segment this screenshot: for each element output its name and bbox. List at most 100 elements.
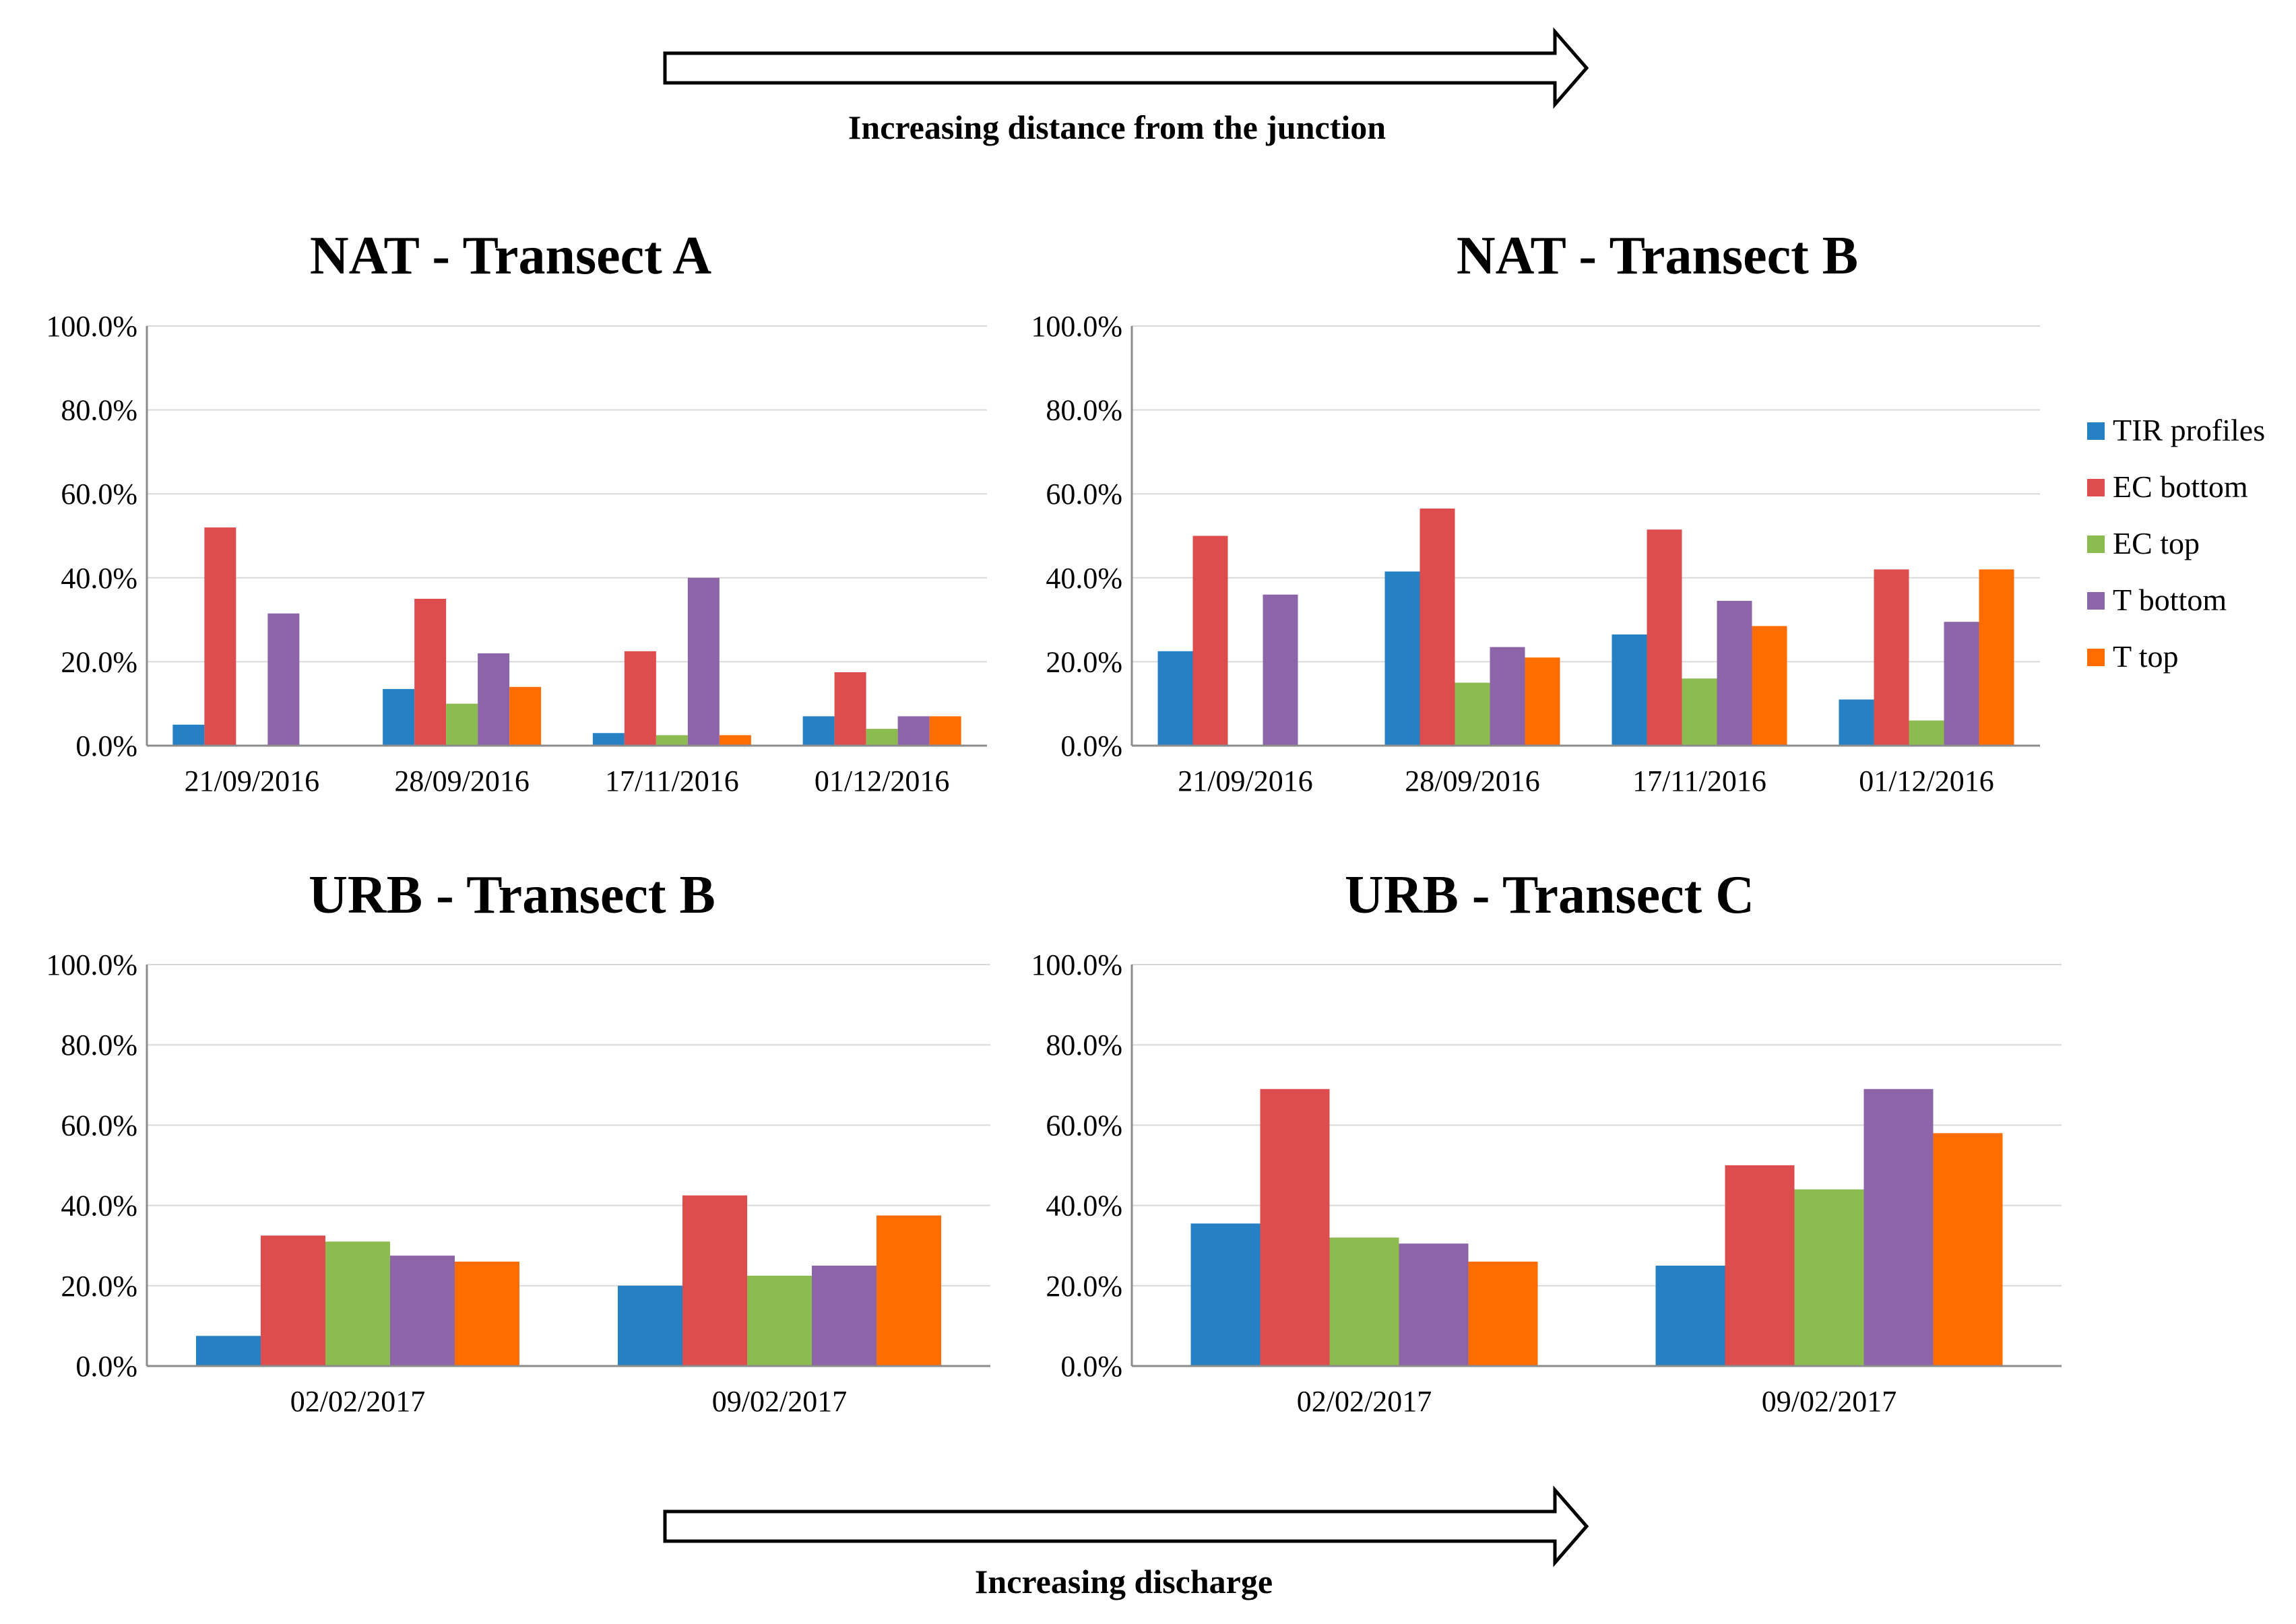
top-arrow: Increasing distance from the junction [663, 27, 1589, 146]
x-tick-label: 28/09/2016 [394, 765, 529, 798]
legend-label: EC top [2113, 526, 2200, 560]
y-tick-label: 80.0% [61, 394, 137, 427]
bar [747, 1275, 812, 1366]
bar [624, 651, 656, 746]
bar [1725, 1165, 1795, 1366]
legend-label: T top [2113, 639, 2179, 674]
bar [1909, 720, 1944, 746]
panel-title-nat-b: NAT - Transect B [1457, 226, 1858, 286]
bar [1190, 1223, 1261, 1366]
y-tick-label: 60.0% [61, 1109, 137, 1142]
legend-swatch [2087, 535, 2105, 553]
y-tick-label: 60.0% [1046, 1109, 1122, 1142]
bar [929, 716, 961, 746]
y-tick-label: 0.0% [1060, 1350, 1122, 1383]
y-tick-label: 20.0% [61, 645, 137, 678]
bar [1863, 1089, 1934, 1366]
bar [1192, 535, 1228, 746]
bar [204, 527, 236, 746]
legend-label: TIR profiles [2113, 413, 2265, 447]
x-tick-label: 02/02/2017 [290, 1385, 425, 1418]
x-tick-label: 17/11/2016 [1632, 765, 1766, 798]
y-tick-label: 80.0% [1046, 394, 1122, 427]
bar [834, 672, 866, 746]
bar [1157, 651, 1193, 746]
bar [866, 729, 898, 746]
bar [1468, 1262, 1538, 1366]
x-tick-label: 09/02/2017 [1762, 1385, 1896, 1418]
x-tick-label: 28/09/2016 [1405, 765, 1539, 798]
bar [261, 1235, 325, 1366]
y-tick-label: 40.0% [1046, 1190, 1122, 1223]
y-tick-label: 20.0% [61, 1270, 137, 1303]
y-tick-label: 80.0% [1046, 1029, 1122, 1062]
panel-title-nat-a: NAT - Transect A [310, 226, 712, 286]
bar [1717, 601, 1752, 746]
bar [455, 1262, 519, 1366]
bar [383, 688, 415, 746]
bar [656, 735, 688, 746]
legend-swatch [2087, 422, 2105, 440]
y-tick-label: 80.0% [61, 1029, 137, 1062]
bar [1260, 1089, 1330, 1366]
bar [1399, 1243, 1469, 1366]
bar [267, 613, 300, 746]
bar [1979, 569, 2014, 746]
legend-swatch [2087, 479, 2105, 496]
bar [1420, 509, 1455, 746]
top-arrow-shape [663, 27, 1589, 109]
bottom-arrow-shape [663, 1485, 1589, 1567]
bar [1874, 569, 1909, 746]
bar [172, 724, 205, 746]
bar [1655, 1266, 1725, 1366]
y-tick-label: 0.0% [75, 729, 137, 762]
bar [687, 577, 720, 746]
x-tick-label: 21/09/2016 [1178, 765, 1312, 798]
bar [1384, 571, 1420, 746]
bar [325, 1241, 390, 1366]
chart-nat-transect-b: 0.0% 20.0% 40.0% 60.0% 80.0% 100.0% 21/09/2016… [1031, 310, 2040, 798]
panel-title-urb-c: URB - Transect C [1345, 866, 1754, 925]
legend-swatch [2087, 649, 2105, 666]
bottom-arrow: Increasing discharge [663, 1485, 1589, 1600]
x-tick-label: 02/02/2017 [1297, 1385, 1432, 1418]
bar [1525, 657, 1560, 746]
x-tick-label: 01/12/2016 [815, 765, 949, 798]
legend-label: T bottom [2113, 583, 2227, 617]
y-tick-label: 100.0% [1031, 310, 1122, 343]
y-tick-label: 60.0% [61, 478, 137, 511]
bar [1682, 678, 1717, 746]
x-tick-label: 09/02/2017 [712, 1385, 847, 1418]
bar [592, 733, 625, 746]
bar [812, 1266, 876, 1366]
bar [802, 716, 835, 746]
y-tick-label: 100.0% [1031, 948, 1122, 981]
bar [719, 735, 751, 746]
bottom-arrow-label: Increasing discharge [975, 1563, 1273, 1600]
bar [414, 598, 447, 746]
chart-urb-transect-b: 0.0% 20.0% 40.0% 60.0% 80.0% 100.0% 02/02/2017… [46, 948, 990, 1418]
bar [446, 703, 478, 746]
chart-urb-transect-c: 0.0% 20.0% 40.0% 60.0% 80.0% 100.0% 02/02/2017… [1031, 948, 2062, 1418]
legend: TIR profiles EC bottom EC top T bottom T top [2087, 413, 2265, 674]
bar [876, 1215, 941, 1366]
bar [196, 1336, 261, 1366]
bar [1944, 622, 1979, 746]
x-tick-label: 01/12/2016 [1859, 765, 1994, 798]
bar [1647, 529, 1682, 746]
y-tick-label: 20.0% [1046, 1270, 1122, 1303]
bar [1612, 634, 1647, 746]
y-tick-label: 60.0% [1046, 478, 1122, 511]
y-tick-label: 0.0% [75, 1350, 137, 1383]
bar [1329, 1237, 1399, 1366]
panel-title-urb-b: URB - Transect B [309, 866, 715, 925]
y-tick-label: 20.0% [1046, 645, 1122, 678]
bar [1455, 682, 1490, 746]
bar [509, 686, 542, 746]
top-arrow-label: Increasing distance from the junction [848, 108, 1386, 146]
bar [1490, 647, 1525, 746]
chart-nat-transect-a: 0.0% 20.0% 40.0% 60.0% 80.0% 100.0% 21/09/2016… [46, 310, 987, 798]
y-tick-label: 100.0% [46, 310, 137, 343]
bar [1794, 1189, 1864, 1366]
